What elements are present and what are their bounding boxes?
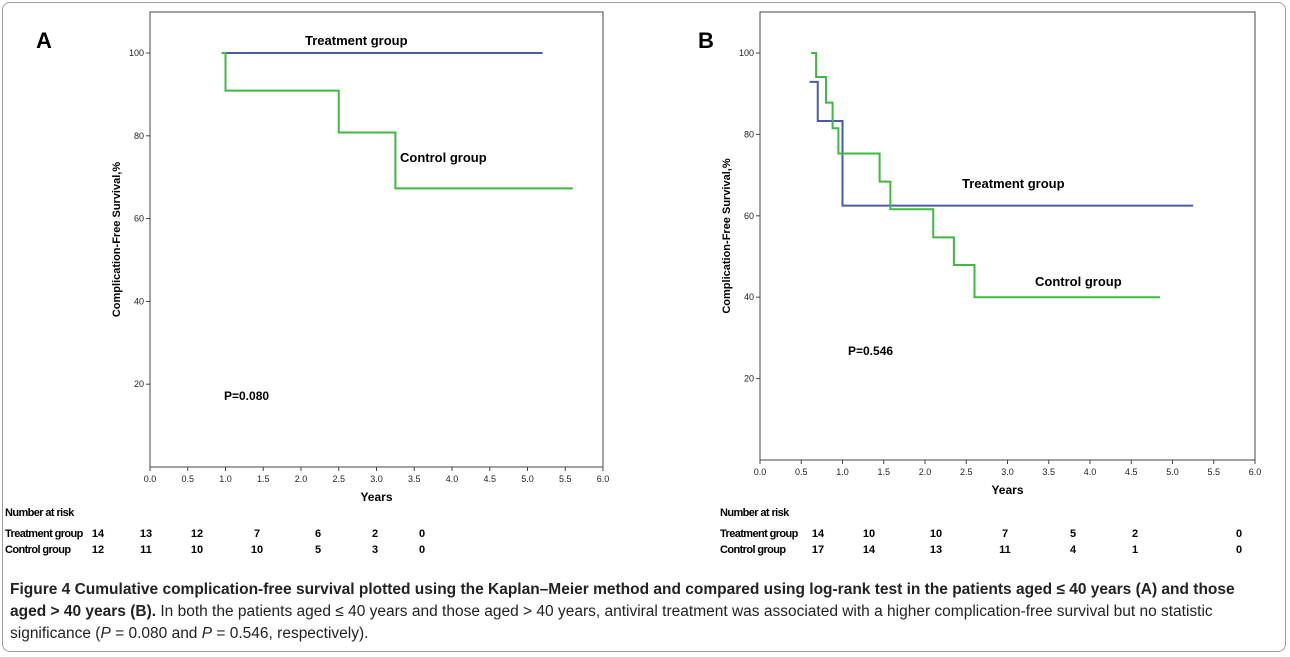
chart-a-risk-value-treatment-group: 2	[372, 528, 378, 540]
chart-b-x-tick-label: 4.5	[1125, 467, 1138, 477]
chart-a-y-axis-label: Complication-Free Survival,%	[111, 162, 123, 317]
chart-b-treatment-group-label: Treatment group	[962, 176, 1065, 191]
chart-a-treatment-group-label: Treatment group	[305, 33, 408, 48]
chart-a-x-tick-label: 1.5	[257, 474, 270, 484]
chart-a-x-tick-label: 5.5	[559, 474, 572, 484]
chart-b-x-axis-label: Years	[991, 483, 1023, 497]
chart-b-risk-value-control-group: 4	[1070, 544, 1077, 556]
chart-a-control-group-label: Control group	[400, 150, 487, 165]
chart-a-y-tick-label: 40	[134, 296, 144, 306]
panel-b: B 20 40 60 80 100 0.0 0.5 1.0 1.5 2.0 2.5 3.0 3.5 4.0 4…	[630, 0, 1270, 575]
chart-b-control-group-curve	[811, 52, 1161, 299]
chart-a-x-tick-label: 0.0	[144, 474, 157, 484]
chart-b-risk-value-treatment-group: 0	[1236, 528, 1242, 540]
chart-b-panel-label: B	[698, 28, 714, 53]
chart-b-risk-value-treatment-group: 7	[1002, 528, 1008, 540]
chart-b-x-tick-label: 3.0	[1001, 467, 1014, 477]
chart-a-risk-table-header: Number at risk	[5, 507, 75, 519]
chart-a-x-tick-label: 3.0	[370, 474, 383, 484]
chart-b-x-tick-label: 1.0	[836, 467, 849, 477]
chart-b-risk-row-label-control-group: Control group	[720, 544, 786, 556]
chart-b-x-tick-label: 5.0	[1166, 467, 1179, 477]
chart-a-y-tick-label: 100	[129, 48, 144, 58]
chart-a-risk-row-label-treatment-group: Treatment group	[5, 528, 84, 540]
chart-b-p-value: P=0.546	[848, 344, 893, 358]
caption-p-symbol-1: P	[100, 625, 111, 642]
chart-a-risk-value-control-group: 11	[140, 544, 152, 556]
chart-a-panel-label: A	[36, 28, 52, 53]
chart-b-risk-value-control-group: 17	[812, 544, 824, 556]
chart-b-risk-value-control-group: 1	[1132, 544, 1138, 556]
chart-a-risk-value-control-group: 0	[419, 544, 425, 556]
chart-a-risk-value-control-group: 12	[92, 544, 104, 556]
panel-a: A 20 40 60 80 100 0.0 0.5 1.0 1.5 2.0 2.5 3.0 3.5 4.0 4…	[0, 0, 630, 575]
chart-b-risk-table-header: Number at risk	[720, 507, 790, 519]
chart-a-x-axis-label: Years	[360, 490, 392, 504]
chart-b-control-group-label: Control group	[1035, 274, 1122, 289]
chart-b-y-tick-label: 60	[744, 211, 754, 221]
chart-a-x-tick-label: 5.0	[521, 474, 534, 484]
caption-body-3: = 0.546, respectively).	[212, 625, 369, 642]
chart-a-x-tick-label: 3.5	[408, 474, 421, 484]
chart-a-risk-value-treatment-group: 14	[92, 528, 105, 540]
chart-a-x-tick-label: 2.5	[332, 474, 345, 484]
caption-body-2: = 0.080 and	[110, 625, 202, 642]
chart-a-y-tick-label: 80	[134, 131, 144, 141]
chart-b-risk-value-treatment-group: 14	[812, 528, 825, 540]
chart-b-risk-value-control-group: 13	[930, 544, 942, 556]
chart-b-risk-value-control-group: 11	[999, 544, 1011, 556]
caption-p-symbol-2: P	[201, 625, 213, 642]
chart-b-plot-frame	[759, 11, 1256, 461]
chart-b-risk-value-treatment-group: 10	[930, 528, 942, 540]
chart-b-risk-row-label-treatment-group: Treatment group	[720, 528, 799, 540]
chart-a-x-tick-label: 4.0	[446, 474, 459, 484]
chart-b-y-tick-label: 100	[739, 48, 754, 58]
chart-b-x-tick-label: 2.5	[960, 467, 973, 477]
chart-b-y-tick-label: 80	[744, 129, 754, 139]
chart-b-risk-value-control-group: 0	[1236, 544, 1242, 556]
chart-a-risk-value-treatment-group: 12	[191, 528, 203, 540]
chart-b-risk-value-treatment-group: 2	[1132, 528, 1138, 540]
chart-a-risk-value-control-group: 10	[191, 544, 203, 556]
chart-a-x-tick-label: 0.5	[181, 474, 194, 484]
chart-b-risk-value-treatment-group: 10	[863, 528, 875, 540]
chart-b-x-tick-label: 0.5	[795, 467, 808, 477]
chart-b-x-tick-label: 1.5	[877, 467, 890, 477]
caption-body-1: In both the patients aged ≤ 40 years and…	[10, 603, 1213, 642]
chart-a-risk-value-control-group: 5	[315, 544, 321, 556]
chart-a-y-tick-label: 20	[134, 379, 144, 389]
chart-a-plot-frame	[149, 11, 604, 468]
chart-b-y-tick-label: 20	[744, 374, 754, 384]
chart-a-risk-value-control-group: 10	[251, 544, 263, 556]
chart-b-x-tick-label: 3.5	[1042, 467, 1055, 477]
chart-b-y-tick-label: 40	[744, 292, 754, 302]
chart-b-x-tick-label: 2.0	[919, 467, 932, 477]
chart-b-x-tick-label: 5.5	[1207, 467, 1220, 477]
chart-a-x-tick-label: 6.0	[597, 474, 610, 484]
chart-b-y-axis-label: Complication-Free Survival,%	[721, 158, 733, 313]
figure-caption: Figure 4 Cumulative complication-free su…	[10, 579, 1275, 645]
chart-a-y-tick-label: 60	[134, 214, 144, 224]
chart-a-risk-value-treatment-group: 13	[140, 528, 152, 540]
chart-a-x-tick-label: 4.5	[483, 474, 496, 484]
chart-a-x-tick-label: 1.0	[219, 474, 232, 484]
chart-b-risk-value-treatment-group: 5	[1070, 528, 1076, 540]
chart-a-risk-value-treatment-group: 6	[315, 528, 321, 540]
chart-a-control-group-curve	[221, 52, 573, 190]
chart-a-x-tick-label: 2.0	[295, 474, 308, 484]
chart-a-risk-value-control-group: 3	[372, 544, 378, 556]
chart-b-x-tick-label: 0.0	[754, 467, 767, 477]
chart-b-x-tick-label: 6.0	[1249, 467, 1262, 477]
chart-a-risk-value-treatment-group: 7	[254, 528, 260, 540]
chart-a-risk-row-label-control-group: Control group	[5, 544, 71, 556]
chart-b-treatment-group-curve	[809, 80, 1194, 207]
chart-b-risk-value-control-group: 14	[863, 544, 876, 556]
chart-a-p-value: P=0.080	[224, 389, 269, 403]
caption-lead: Figure 4 Cumulative complication-free su…	[10, 581, 1235, 620]
chart-a-risk-value-treatment-group: 0	[419, 528, 425, 540]
chart-b-x-tick-label: 4.0	[1084, 467, 1097, 477]
